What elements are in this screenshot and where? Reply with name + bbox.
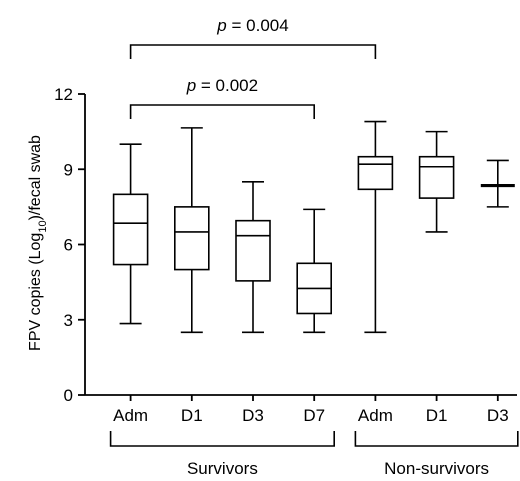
iqr-box (357, 155, 394, 191)
group-label: Survivors (187, 459, 258, 478)
p-value-label: p = 0.004 (216, 16, 288, 35)
group-bracket-non-survivors: Non-survivors (354, 431, 519, 478)
group-bracket-survivors: Survivors (109, 431, 336, 478)
box-non-survivors-adm (357, 120, 394, 334)
y-tick-label: 12 (54, 85, 73, 104)
iqr-box (418, 155, 455, 199)
y-tick-label: 0 (64, 386, 73, 405)
y-tick-label: 9 (64, 160, 73, 179)
x-category-label: Adm (358, 406, 393, 425)
box-survivors-d1 (174, 127, 210, 334)
comparison-bracket-line (129, 44, 377, 59)
x-category-label: D7 (303, 406, 325, 425)
x-category-label: D1 (426, 406, 448, 425)
y-tick-label: 3 (64, 311, 73, 330)
iqr-box (174, 206, 210, 271)
y-tick-label: 6 (64, 236, 73, 255)
p-value-symbol: p (216, 16, 226, 35)
x-category-label: Adm (113, 406, 148, 425)
group-label: Non-survivors (384, 459, 489, 478)
group-brackets: Survivors Non-survivors (109, 431, 519, 478)
box-survivors-d3 (235, 180, 271, 334)
x-category-label: D3 (242, 406, 264, 425)
y-axis: 0 3 6 9 12 (54, 85, 86, 405)
comparison-bracket: p = 0.004 (129, 16, 377, 59)
box-non-survivors-d1 (418, 130, 455, 233)
group-bracket-line (109, 431, 336, 447)
box-non-survivors-d3 (480, 159, 515, 208)
x-category-label: D1 (181, 406, 203, 425)
box-survivors-adm (112, 143, 149, 325)
box-series (112, 120, 515, 334)
iqr-box (235, 219, 271, 282)
p-value-number: = 0.002 (196, 76, 258, 95)
y-axis-label-prefix: FPV copies (Log (27, 233, 44, 351)
x-category-label: D3 (487, 406, 509, 425)
comparison-bracket-line (129, 104, 316, 119)
y-axis-label-subscript: 10 (37, 220, 49, 232)
p-value-number: = 0.004 (227, 16, 289, 35)
iqr-box (112, 193, 149, 266)
y-axis-label: FPV copies (Log10)/fecal swab (27, 135, 49, 351)
p-value-label: p = 0.002 (186, 76, 258, 95)
x-axis: Adm D1 D3 D7 Adm D1 D3 (85, 394, 517, 425)
group-bracket-line (354, 431, 519, 447)
box-survivors-d7 (296, 208, 333, 334)
comparison-bracket: p = 0.002 (129, 76, 316, 119)
y-axis-label-suffix: )/fecal swab (27, 135, 44, 220)
p-value-symbol: p (186, 76, 196, 95)
